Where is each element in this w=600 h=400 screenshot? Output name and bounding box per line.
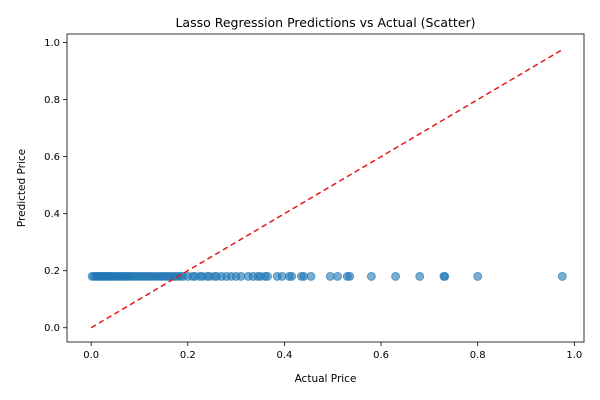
chart-title: Lasso Regression Predictions vs Actual (… (175, 15, 475, 30)
x-tick-label: 1.0 (566, 350, 582, 361)
y-tick-label: 1.0 (44, 38, 60, 49)
x-tick-label: 0.0 (83, 350, 99, 361)
y-tick-label: 0.0 (44, 323, 60, 334)
data-point (345, 272, 355, 281)
x-tick-label: 0.4 (276, 350, 292, 361)
data-point (391, 272, 400, 281)
data-point (299, 272, 309, 281)
data-point (263, 272, 272, 281)
x-tick-label: 0.2 (180, 350, 196, 361)
data-point (415, 272, 425, 281)
y-axis: 0.0 0.2 0.4 0.6 0.8 1.0 (44, 38, 67, 334)
data-point (440, 272, 450, 281)
data-point (236, 272, 246, 281)
x-tick-label: 0.8 (470, 350, 486, 361)
reference-line (90, 49, 563, 329)
data-point (306, 272, 316, 281)
plot-area (87, 49, 567, 329)
y-tick-label: 0.4 (44, 209, 60, 220)
data-point (473, 272, 483, 281)
y-tick-label: 0.8 (44, 95, 60, 106)
plot-frame (66, 33, 585, 343)
data-point (287, 272, 297, 281)
x-axis: 0.0 0.2 0.4 0.6 0.8 1.0 (83, 342, 582, 361)
x-tick-label: 0.6 (373, 350, 389, 361)
data-point (333, 272, 342, 281)
data-point (557, 272, 567, 281)
x-axis-label: Actual Price (295, 373, 357, 385)
data-point (367, 272, 376, 281)
y-axis-label: Predicted Price (16, 149, 28, 227)
y-tick-label: 0.2 (44, 266, 60, 277)
data-point (325, 272, 335, 281)
data-point (277, 272, 287, 281)
y-tick-label: 0.6 (44, 152, 60, 163)
